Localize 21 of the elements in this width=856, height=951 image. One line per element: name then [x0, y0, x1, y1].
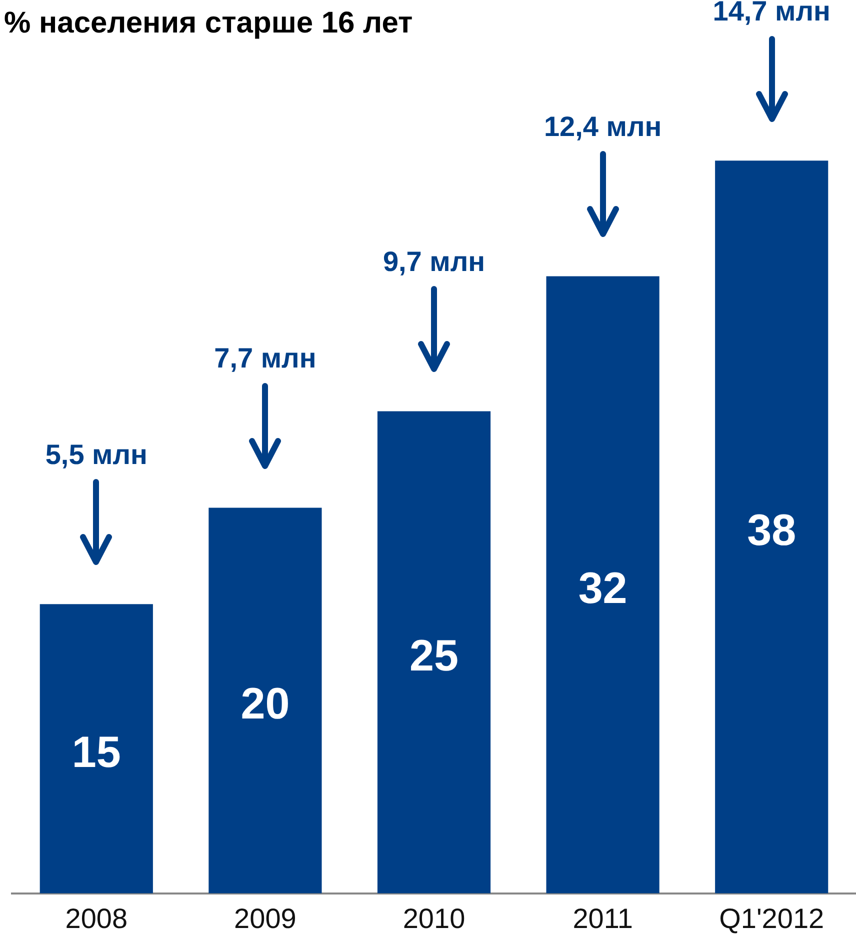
data-label: 20: [240, 680, 290, 729]
data-label: 32: [578, 564, 628, 613]
x-tick-label: 2010: [402, 902, 466, 934]
bar: [377, 411, 491, 894]
bar: [40, 604, 153, 894]
annotation: 5,5 млн: [45, 438, 148, 470]
annotation: 9,7 млн: [382, 246, 486, 277]
chart-title: % населения старше 16 лет: [4, 6, 413, 40]
data-label: 15: [72, 728, 121, 777]
x-tick-label: 2009: [234, 902, 296, 934]
data-label: 25: [410, 631, 458, 680]
x-tick-label: 2008: [65, 902, 128, 934]
text: 12,4 млн: [544, 111, 662, 142]
bar: [208, 508, 322, 894]
bar: [546, 276, 660, 894]
x-tick-label: Q1'2012: [719, 902, 824, 934]
x-tick-label: 2011: [572, 902, 633, 934]
annotation: 7,7 млн: [214, 342, 316, 374]
bar: [715, 160, 828, 894]
data-label: 38: [747, 506, 796, 556]
text: 14,7 млн: [712, 0, 830, 26]
